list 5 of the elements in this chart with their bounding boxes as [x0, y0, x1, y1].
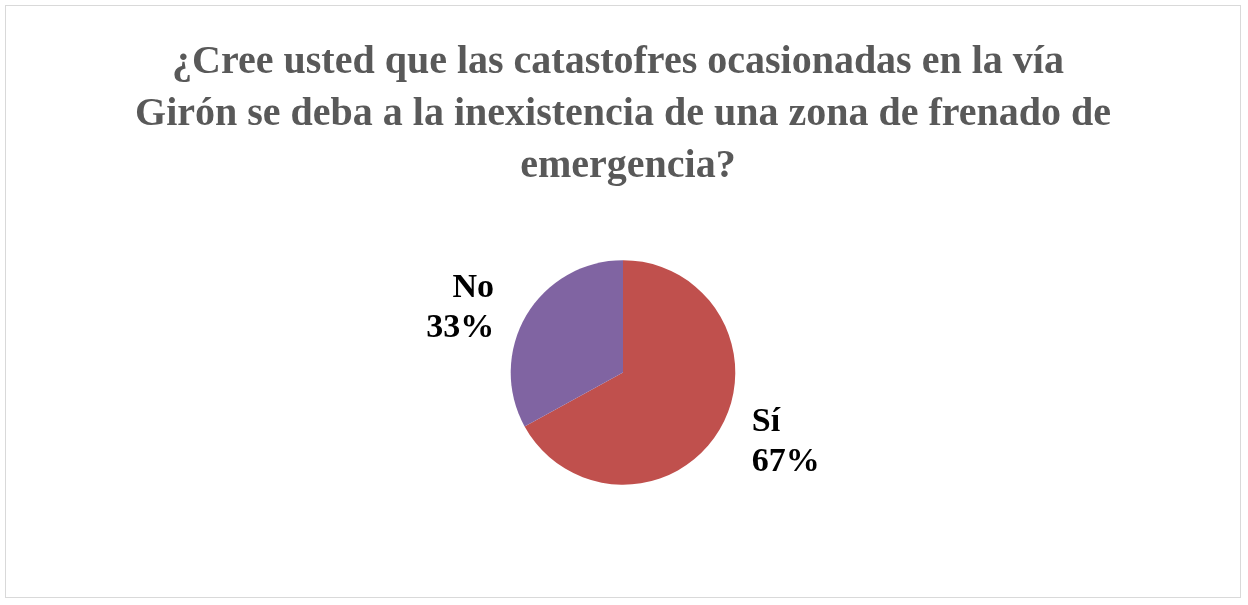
slice-label: Sí: [751, 401, 781, 439]
slice-label: No: [452, 266, 495, 304]
data-label: 67%: [751, 441, 820, 479]
chart-title: ¿Cree usted que las catastofres ocasionadas en la vía Girón se deba a la inexistencia de una zona de frenado de emergencia?: [135, 36, 1111, 186]
data-label: 33%: [426, 306, 495, 344]
